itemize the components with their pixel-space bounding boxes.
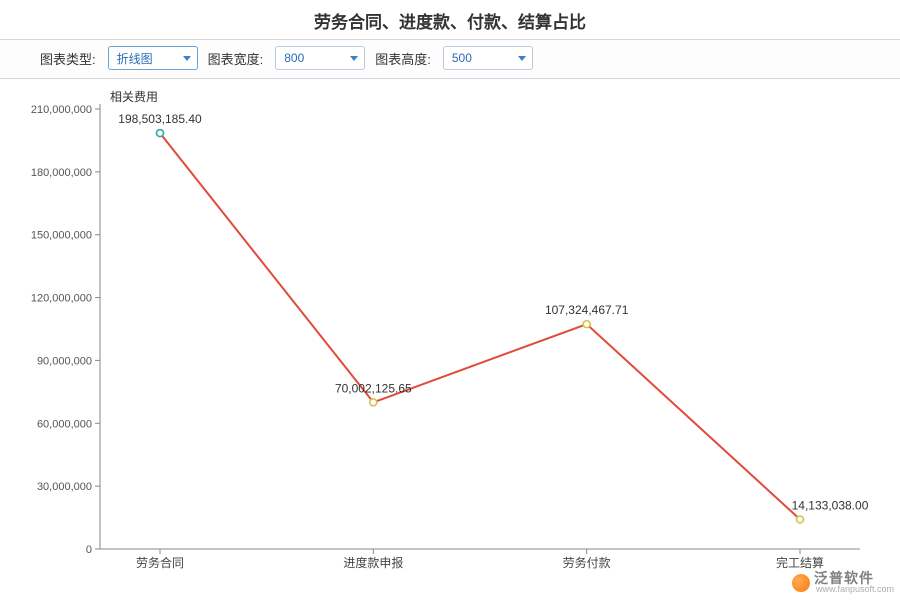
- chart-container: 0 30,000,000 60,000,000 90,000,000 120,000,0…: [0, 79, 900, 599]
- svg-text:0: 0: [86, 544, 92, 556]
- chart-height-value: 500: [452, 51, 472, 65]
- chart-type-dropdown[interactable]: 折线图: [108, 46, 198, 70]
- line-chart: 0 30,000,000 60,000,000 90,000,000 120,000,0…: [0, 79, 900, 599]
- chart-type-label: 图表类型:: [40, 49, 96, 68]
- svg-text:210,000,000: 210,000,000: [31, 104, 92, 116]
- svg-text:120,000,000: 120,000,000: [31, 293, 92, 305]
- svg-text:劳务付款: 劳务付款: [563, 555, 611, 570]
- watermark-main: 泛普软件: [814, 571, 894, 585]
- svg-text:14,133,038.00: 14,133,038.00: [792, 498, 869, 512]
- svg-text:150,000,000: 150,000,000: [31, 230, 92, 242]
- title-bar: 劳务合同、进度款、付款、结算占比: [0, 0, 900, 39]
- svg-text:107,324,467.71: 107,324,467.71: [545, 303, 629, 317]
- logo-icon: [792, 574, 810, 592]
- svg-text:劳务合同: 劳务合同: [136, 555, 184, 570]
- chart-width-value: 800: [284, 51, 304, 65]
- chevron-down-icon: [518, 56, 526, 61]
- chart-height-label: 图表高度:: [375, 49, 431, 68]
- svg-text:相关费用: 相关费用: [110, 90, 158, 104]
- svg-text:90,000,000: 90,000,000: [37, 355, 92, 367]
- svg-text:180,000,000: 180,000,000: [31, 167, 92, 179]
- chart-type-value: 折线图: [117, 50, 153, 67]
- watermark: 泛普软件 www.fanpusoft.com: [792, 571, 894, 594]
- watermark-sub: www.fanpusoft.com: [816, 585, 894, 594]
- svg-text:60,000,000: 60,000,000: [37, 418, 92, 430]
- chart-width-label: 图表宽度:: [208, 49, 264, 68]
- controls-bar: 图表类型: 折线图 图表宽度: 800 图表高度: 500: [0, 39, 900, 79]
- chart-height-dropdown[interactable]: 500: [443, 46, 533, 70]
- page-title: 劳务合同、进度款、付款、结算占比: [0, 8, 900, 33]
- svg-text:进度款申报: 进度款申报: [343, 555, 403, 570]
- chart-width-dropdown[interactable]: 800: [275, 46, 365, 70]
- chevron-down-icon: [183, 56, 191, 61]
- chevron-down-icon: [350, 56, 358, 61]
- svg-text:完工结算: 完工结算: [776, 555, 824, 570]
- svg-text:30,000,000: 30,000,000: [37, 481, 92, 493]
- svg-text:198,503,185.40: 198,503,185.40: [118, 112, 202, 126]
- svg-text:70,002,125.65: 70,002,125.65: [335, 381, 412, 395]
